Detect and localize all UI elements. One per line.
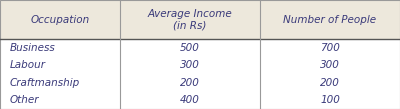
Text: 400: 400 [180,95,200,105]
Text: Craftmanship: Craftmanship [10,78,80,88]
Text: Number of People: Number of People [284,15,376,25]
Text: Occupation: Occupation [30,15,90,25]
Polygon shape [0,92,400,109]
Polygon shape [0,74,400,92]
Polygon shape [0,57,400,74]
Text: Average Income
(in Rs): Average Income (in Rs) [148,9,232,30]
Polygon shape [0,0,400,39]
Text: 300: 300 [180,60,200,70]
Text: Business: Business [10,43,56,53]
Text: 700: 700 [320,43,340,53]
Text: 300: 300 [320,60,340,70]
Text: 500: 500 [180,43,200,53]
Polygon shape [0,39,400,57]
Text: 100: 100 [320,95,340,105]
Text: 200: 200 [320,78,340,88]
Text: Other: Other [10,95,40,105]
Text: Labour: Labour [10,60,46,70]
Text: 200: 200 [180,78,200,88]
